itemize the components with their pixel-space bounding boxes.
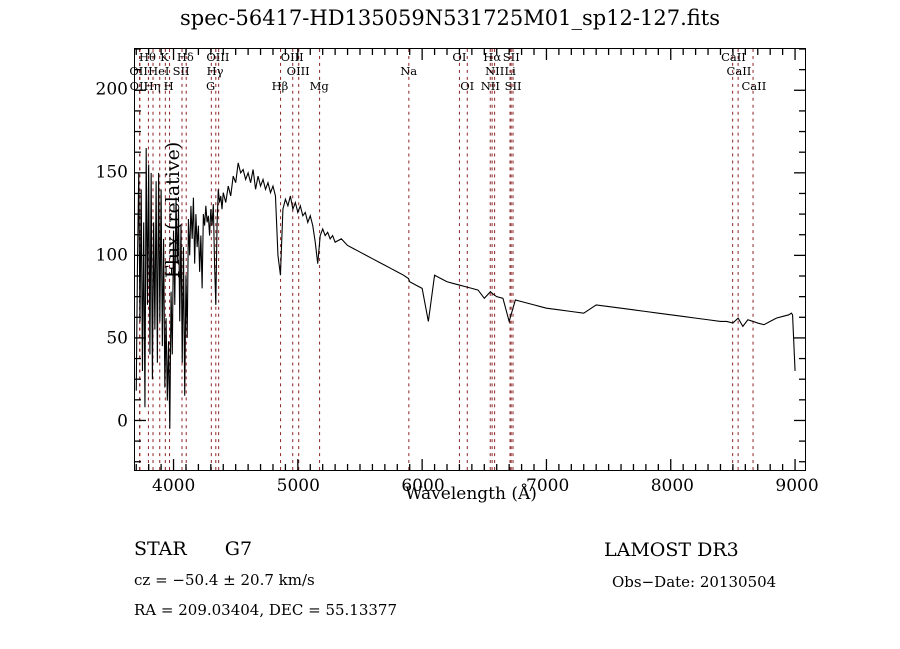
spectral-line-label: OIII [286,64,310,78]
y-tick-label: 0 [117,411,128,432]
spectral-line-label: CaII [721,50,746,64]
object-class-line: STAR G7 [134,538,252,560]
spectral-type: G7 [224,538,253,560]
x-axis-label: Wavelength (Å) [405,484,537,504]
spectral-line-label: SII [504,79,522,93]
spectral-line-label: Hα [483,50,502,64]
spectral-line-label: SII [502,50,520,64]
x-tick-label: 4000 [152,476,196,496]
x-tick-label: 9000 [775,476,819,496]
spectral-line-label: Na [400,64,418,78]
y-tick-label: 50 [106,328,128,349]
y-tick-label: 200 [95,80,128,101]
spectrum-canvas [135,49,805,470]
spectral-line-label: OI [460,79,475,93]
spectral-line-label: CaII [741,79,767,93]
spectral-line-label: K [160,50,169,64]
spectral-line-label: OIII [206,50,230,64]
spectrum-curve [135,148,796,429]
spectral-line-label: OII [129,64,148,78]
spectral-line-label: Hθ [138,50,156,64]
x-tick-label: 7000 [526,476,570,496]
coordinates-line: RA = 209.03404, DEC = 55.13377 [134,601,398,619]
spectral-line-label: Hδ [176,50,194,64]
spectral-line-label: HeI [148,64,170,78]
line-marker-group [139,49,754,470]
redshift-line: cz = −50.4 ± 20.7 km/s [134,571,315,589]
spectrum-plot-frame: Flux (relative) Wavelength (Å) 0 50 100 150… [96,48,819,504]
spectral-line-label: Hβ [271,79,289,93]
spectral-line-label: OII [129,79,149,93]
spectral-line-label: Hη [143,79,161,93]
spectral-line-label: G [205,79,216,93]
spectral-line-label: OIII [280,50,304,64]
spectral-line-label: Hγ [206,64,224,78]
spectral-line-label: NII [480,79,500,93]
spectral-line-label: Mg [309,79,329,93]
spectral-line-label: H [163,79,174,93]
object-class: STAR [134,538,187,560]
spectral-line-label: Li [504,64,516,78]
x-tick-label: 8000 [650,476,694,496]
spectral-line-label: OI [452,50,467,64]
y-tick-label: 100 [95,245,128,266]
page-title: spec-56417-HD135059N531725M01_sp12-127.f… [179,6,720,30]
x-tick-label: 6000 [401,476,445,496]
y-tick-label: 150 [95,163,128,184]
axis-tick-group [135,49,805,470]
spectral-line-label: SII [172,64,190,78]
y-axis-label: Flux (relative) [162,141,184,279]
obs-date-line: Obs−Date: 20130504 [612,573,777,591]
spectral-line-label: CaII [726,64,752,78]
spectral-line-label: NII [485,64,505,78]
x-tick-label: 5000 [276,476,320,496]
survey-name: LAMOST DR3 [604,539,739,561]
